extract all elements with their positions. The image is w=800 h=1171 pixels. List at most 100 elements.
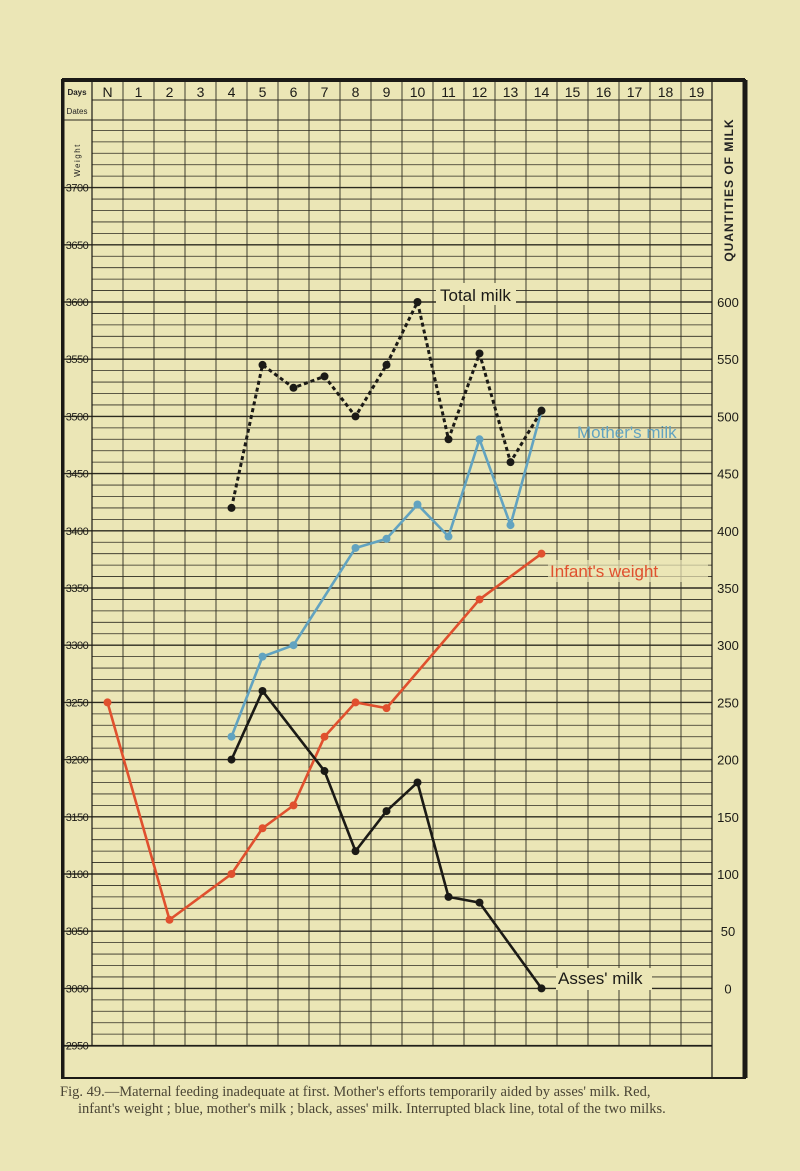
total-milk-point	[413, 298, 422, 306]
asses-milk-point	[475, 898, 484, 907]
milk-tick-400: 400	[717, 524, 739, 539]
mother-s-milk-point	[351, 543, 360, 552]
weight-tick-3100: 3100	[66, 869, 89, 881]
day-label-N: N	[102, 84, 112, 100]
day-label-17: 17	[627, 84, 643, 100]
infant-s-weight-point	[289, 801, 298, 810]
mother-s-milk-point	[382, 534, 391, 543]
total-milk-label-box	[436, 283, 516, 305]
weight-tick-3250: 3250	[66, 697, 89, 709]
total-milk-point	[351, 412, 360, 421]
total-milk-point	[227, 503, 236, 512]
day-label-9: 9	[383, 84, 391, 100]
series-labels: Total milk Infant's weight Mother's milk…	[436, 283, 708, 990]
total-milk-label: Total milk	[440, 286, 511, 305]
asses-milk-point	[320, 767, 329, 776]
asses-milk-point	[351, 847, 360, 856]
asses-milk-label: Asses' milk	[558, 969, 643, 988]
milk-tick-600: 600	[717, 295, 739, 310]
infants-weight-label: Infant's weight	[550, 562, 658, 581]
weight-tick-3350: 3350	[66, 583, 89, 595]
infant-s-weight-point	[103, 698, 112, 707]
asses-milk-point	[413, 778, 422, 787]
mother-s-milk-line	[230, 410, 543, 738]
mother-s-milk-point	[475, 435, 484, 444]
quantities-of-milk-label: QUANTITIES OF MILK	[722, 118, 736, 261]
milk-tick-200: 200	[717, 753, 739, 768]
weight-tick-3500: 3500	[66, 411, 89, 423]
milk-tick-100: 100	[717, 867, 739, 882]
day-label-10: 10	[410, 84, 426, 100]
day-label-2: 2	[166, 84, 174, 100]
weight-tick-3200: 3200	[66, 755, 89, 767]
series-asses-milk	[227, 686, 546, 993]
infant-s-weight-point	[382, 704, 391, 713]
day-labels: N 1 2 3 4 5 6 7 8 9 10 11 12 13 14 15 16 17 18 19	[102, 84, 704, 100]
weight-tick-3000: 3000	[66, 983, 89, 995]
asses-milk-point	[444, 892, 453, 901]
asses-milk-point	[537, 984, 546, 993]
milk-tick-450: 450	[717, 467, 739, 482]
infant-s-weight-point	[320, 732, 329, 741]
mothers-milk-label: Mother's milk	[577, 423, 677, 442]
mother-s-milk-point	[444, 532, 453, 541]
total-milk-point	[289, 383, 298, 392]
day-label-18: 18	[658, 84, 674, 100]
infant-s-weight-point	[351, 698, 360, 707]
weight-tick-3450: 3450	[66, 469, 89, 481]
total-milk-point	[506, 458, 515, 467]
weight-tick-3150: 3150	[66, 812, 89, 824]
series-mother-s-milk	[227, 406, 546, 741]
day-label-11: 11	[441, 84, 456, 100]
day-label-5: 5	[259, 84, 267, 100]
milk-tick-0: 0	[724, 981, 731, 996]
weight-tick-3600: 3600	[66, 297, 89, 309]
milk-tick-350: 350	[717, 581, 739, 596]
series-lines	[103, 298, 546, 993]
infant-s-weight-point	[227, 870, 236, 878]
infant-s-weight-line	[106, 552, 543, 922]
day-label-6: 6	[290, 84, 298, 100]
day-label-14: 14	[534, 84, 550, 100]
day-label-19: 19	[689, 84, 705, 100]
weight-axis-labels: 3700 3650 3600 3550 3500 3450 3400 3350 3300 3250…	[66, 183, 89, 1053]
asses-milk-point	[227, 755, 236, 764]
mother-s-milk-point	[289, 641, 298, 650]
infant-s-weight-point	[258, 824, 267, 833]
milk-tick-150: 150	[717, 810, 739, 825]
milk-tick-250: 250	[717, 695, 739, 710]
day-label-4: 4	[228, 84, 236, 100]
infants-weight-label-box	[548, 560, 708, 582]
day-label-7: 7	[321, 84, 329, 100]
series-total-milk	[227, 298, 546, 512]
total-milk-point	[444, 435, 453, 444]
milk-tick-50: 50	[721, 924, 735, 939]
weight-tick-3300: 3300	[66, 640, 89, 652]
weight-tick-3400: 3400	[66, 526, 89, 538]
total-milk-line	[230, 300, 543, 509]
total-milk-point	[320, 372, 329, 381]
milk-tick-550: 550	[717, 352, 739, 367]
infant-s-weight-point	[537, 549, 546, 558]
asses-milk-label-box	[556, 968, 652, 990]
day-label-1: 1	[135, 84, 143, 100]
weight-tick-3700: 3700	[66, 183, 89, 195]
day-label-12: 12	[472, 84, 488, 100]
milk-tick-300: 300	[717, 638, 739, 653]
weight-tick-2950: 2950	[66, 1041, 89, 1053]
caption-line-1: Fig. 49.—Maternal feeding inadequate at …	[60, 1084, 651, 1100]
infant-s-weight-point	[165, 915, 174, 924]
caption-line-2: infant's weight ; blue, mother's milk ; …	[78, 1101, 666, 1117]
asses-milk-point	[258, 686, 267, 695]
mother-s-milk-point	[258, 652, 267, 661]
total-milk-point	[382, 360, 391, 369]
asses-milk-point	[382, 807, 391, 816]
days-label: Days	[67, 88, 87, 97]
total-milk-point	[537, 406, 546, 415]
dates-label: Dates	[67, 107, 88, 116]
mother-s-milk-point	[413, 500, 422, 509]
figure-caption: Fig. 49.—Maternal feeding inadequate at …	[60, 1084, 750, 1118]
